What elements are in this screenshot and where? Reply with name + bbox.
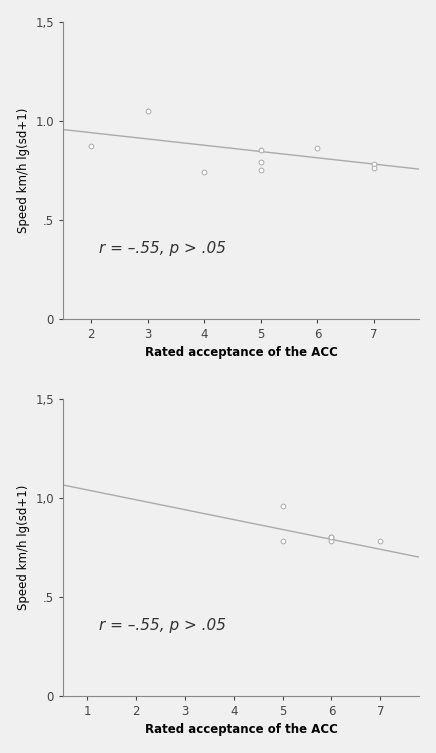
Point bbox=[328, 532, 335, 544]
Point bbox=[371, 162, 378, 174]
Point bbox=[328, 535, 335, 547]
Point bbox=[279, 500, 286, 512]
Text: r = –.55, p > .05: r = –.55, p > .05 bbox=[99, 618, 225, 633]
Y-axis label: Speed km/h lg(sd+1): Speed km/h lg(sd+1) bbox=[17, 108, 30, 233]
Point bbox=[144, 105, 151, 117]
Point bbox=[328, 532, 335, 544]
Point bbox=[257, 164, 264, 176]
Point bbox=[371, 158, 378, 170]
Point bbox=[257, 156, 264, 168]
Point bbox=[377, 535, 384, 547]
Point bbox=[88, 140, 95, 152]
Point bbox=[201, 166, 208, 178]
Y-axis label: Speed km/h lg(sd+1): Speed km/h lg(sd+1) bbox=[17, 485, 30, 610]
Point bbox=[279, 535, 286, 547]
Point bbox=[257, 145, 264, 157]
X-axis label: Rated acceptance of the ACC: Rated acceptance of the ACC bbox=[145, 346, 337, 359]
X-axis label: Rated acceptance of the ACC: Rated acceptance of the ACC bbox=[145, 724, 337, 736]
Point bbox=[314, 142, 321, 154]
Text: r = –.55, p > .05: r = –.55, p > .05 bbox=[99, 241, 225, 256]
